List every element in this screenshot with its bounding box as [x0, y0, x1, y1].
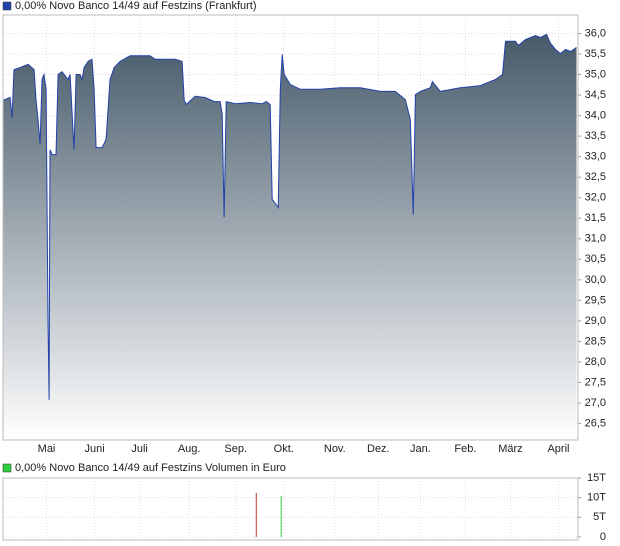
legend-label: 0,00% Novo Banco 14/49 auf Festzins (Fra…	[15, 0, 257, 12]
x-tick-label: Okt.	[274, 443, 294, 455]
y-tick-label: 32,5	[585, 171, 606, 183]
x-tick-label: März	[498, 443, 522, 455]
y-tick-label: 33,5	[585, 130, 606, 142]
legend-swatch	[2, 1, 12, 11]
plot-frame	[2, 14, 579, 441]
y-tick-label: 35,5	[585, 48, 606, 60]
x-tick-label: Aug.	[178, 443, 201, 455]
y-tick-label: 10T	[587, 492, 606, 504]
x-tick-label: Mai	[38, 443, 56, 455]
x-tick-label: Jan.	[410, 443, 431, 455]
x-tick-label: Juli	[131, 443, 148, 455]
y-tick-label: 34,0	[585, 110, 606, 122]
y-tick-label: 30,5	[585, 253, 606, 265]
y-tick-label: 29,0	[585, 315, 606, 327]
legend-label: 0,00% Novo Banco 14/49 auf Festzins Volu…	[15, 462, 286, 474]
y-tick-label: 32,0	[585, 192, 606, 204]
x-tick-label: Feb.	[454, 443, 476, 455]
y-tick-label: 34,5	[585, 89, 606, 101]
y-tick-label: 28,0	[585, 356, 606, 368]
y-tick-label: 36,0	[585, 27, 606, 39]
volume-bar	[255, 492, 257, 537]
volume-bar	[280, 496, 282, 537]
y-tick-label: 27,5	[585, 376, 606, 388]
y-tick-label: 35,0	[585, 68, 606, 80]
y-tick-label: 28,5	[585, 335, 606, 347]
y-tick-label: 30,0	[585, 274, 606, 286]
y-tick-label: 27,0	[585, 397, 606, 409]
x-tick-label: April	[547, 443, 569, 455]
price-line	[2, 33, 577, 400]
y-tick-label: 29,5	[585, 294, 606, 306]
y-tick-label: 5T	[593, 511, 606, 523]
x-tick-label: Nov.	[324, 443, 346, 455]
price-area	[3, 34, 577, 441]
x-tick-label: Sep.	[224, 443, 247, 455]
y-tick-label: 33,0	[585, 151, 606, 163]
plot-frame	[2, 477, 579, 541]
y-tick-label: 0	[600, 531, 606, 543]
x-tick-label: Juni	[84, 443, 104, 455]
y-tick-label: 31,5	[585, 212, 606, 224]
legend-swatch	[2, 463, 12, 473]
x-tick-label: Dez.	[367, 443, 390, 455]
y-tick-label: 15T	[587, 472, 606, 484]
y-tick-label: 31,0	[585, 233, 606, 245]
y-tick-label: 26,5	[585, 417, 606, 429]
